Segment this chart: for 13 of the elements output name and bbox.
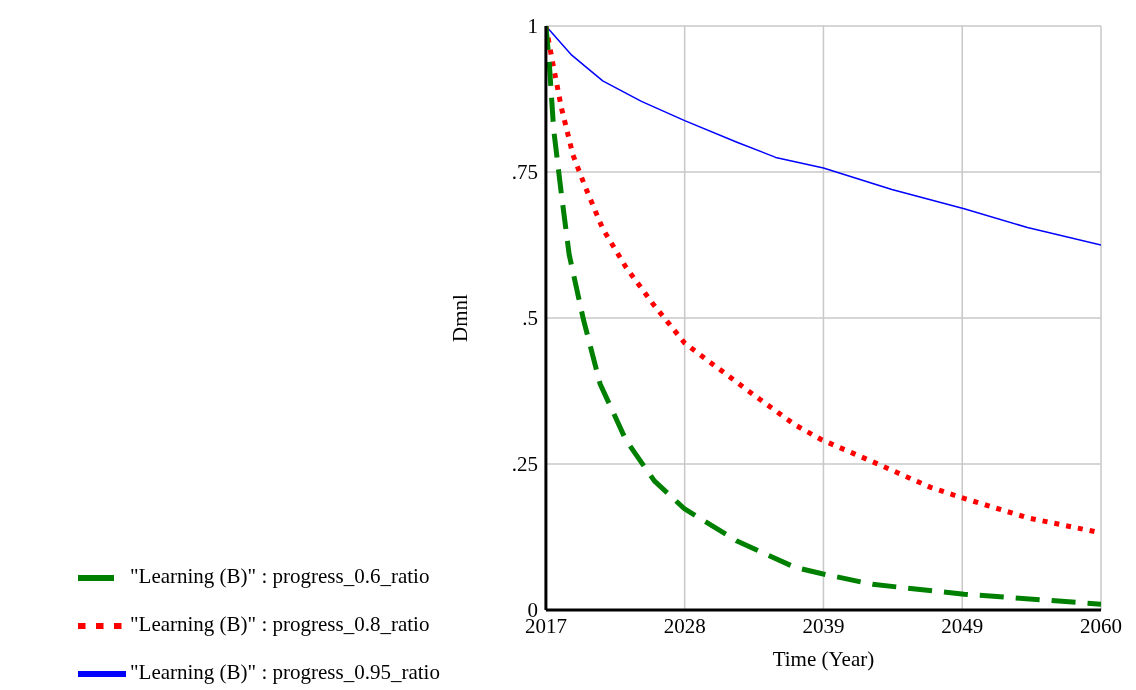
legend-label: "Learning (B)" : progress_0.6_ratio [130, 563, 430, 588]
x-axis-title: Time (Year) [772, 647, 875, 671]
y-tick-label: .25 [511, 452, 538, 477]
x-tick-label: 2049 [941, 613, 984, 638]
y-tick-label: .5 [522, 306, 538, 331]
x-tick-label: 2039 [802, 613, 845, 638]
y-tick-label: .75 [511, 160, 538, 185]
y-tick-label: 1 [527, 14, 538, 39]
y-axis-title: Dmnl [448, 293, 473, 342]
legend-label: "Learning (B)" : progress_0.95_ratio [130, 659, 440, 684]
legend-label: "Learning (B)" : progress_0.8_ratio [130, 611, 430, 636]
x-tick-label: 2028 [663, 613, 706, 638]
x-tick-label: 2060 [1080, 613, 1122, 638]
